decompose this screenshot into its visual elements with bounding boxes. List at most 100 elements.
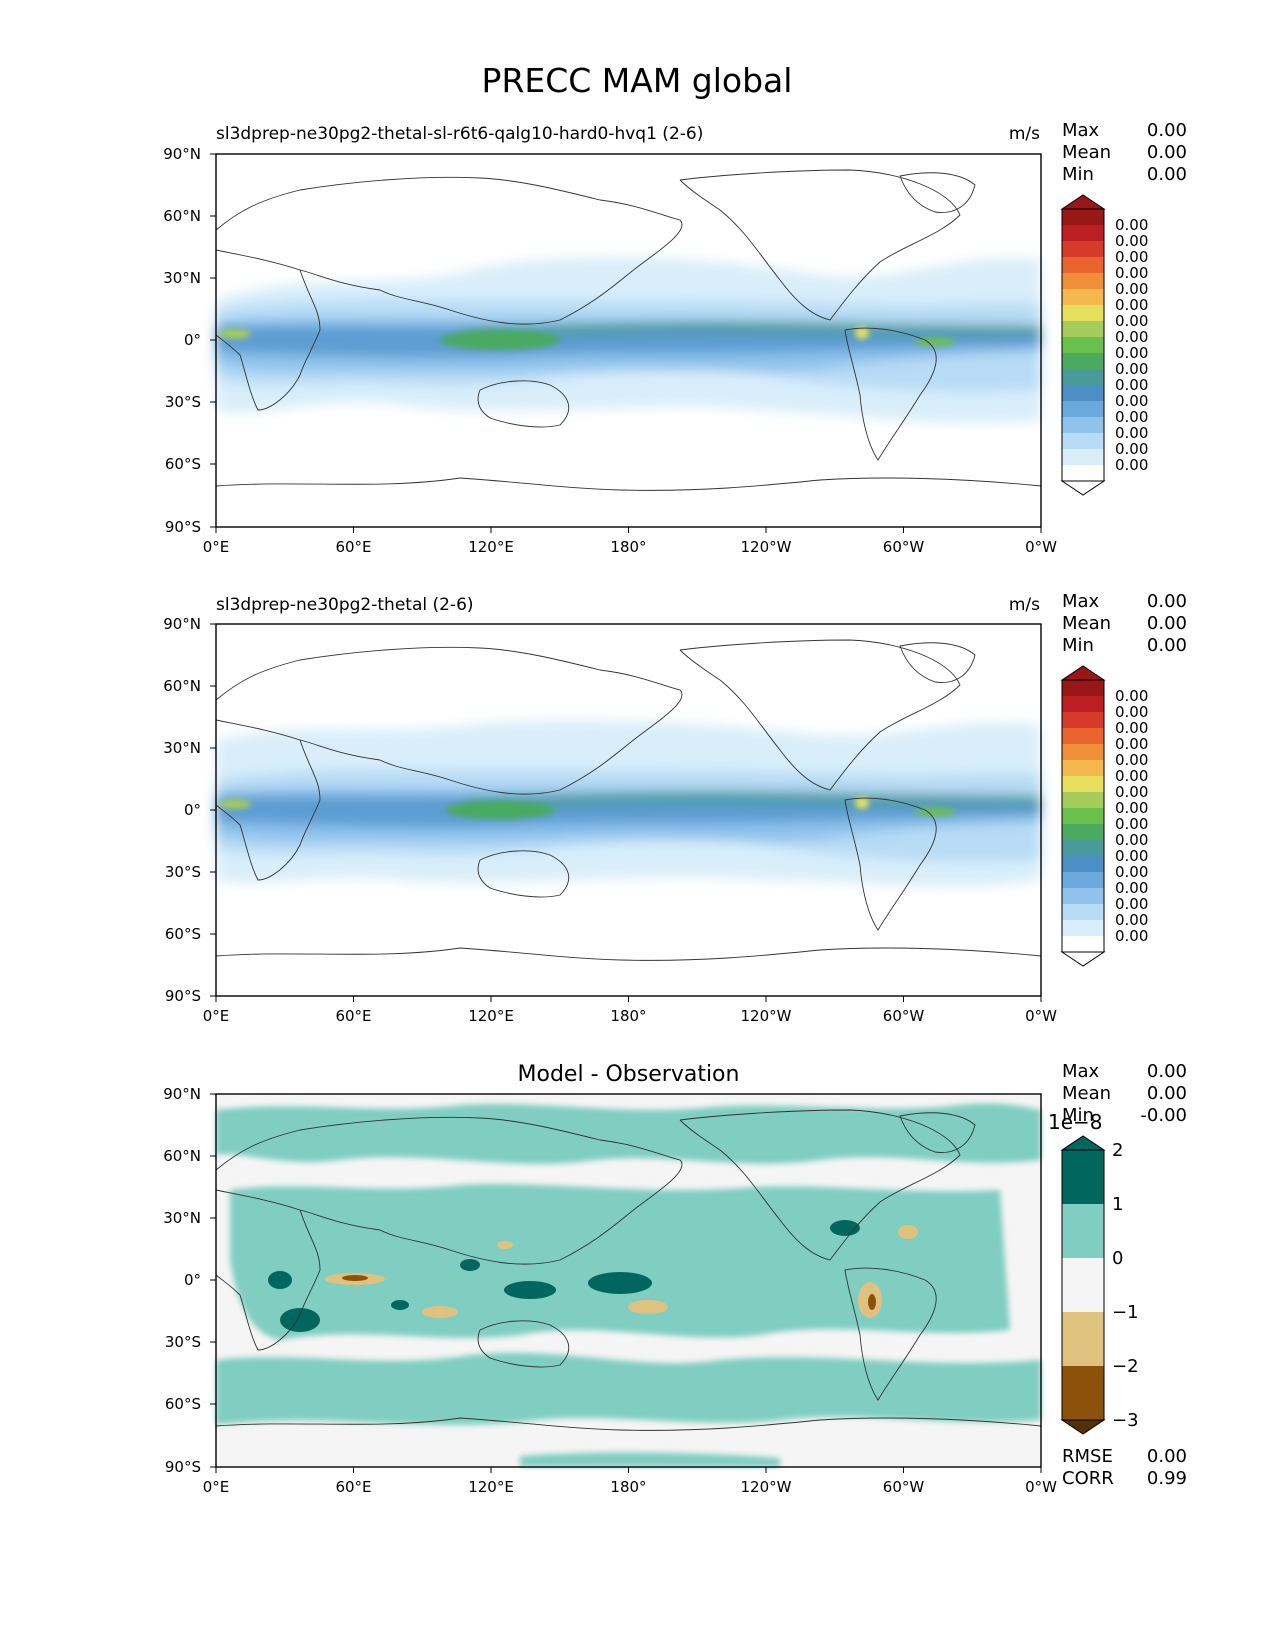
colorbar-swatch — [1062, 401, 1104, 417]
ytick-label: 90°S — [165, 987, 201, 1005]
colorbar-tick: 2 — [1112, 1140, 1123, 1161]
colorbar-tick: −3 — [1112, 1410, 1139, 1431]
diff-positive-blob — [280, 1308, 320, 1332]
colorbar-swatch — [1062, 808, 1104, 824]
colorbar-label: 0.00 — [1115, 248, 1148, 266]
panel-3-stat-value: 0.00 — [1147, 1061, 1187, 1082]
colorbar-swatch — [1062, 1258, 1104, 1312]
xtick-label: 120°W — [741, 538, 792, 556]
ytick-label: 60°N — [163, 207, 201, 225]
outline-north-america — [679, 639, 961, 791]
colorbar-label: 0.00 — [1115, 911, 1148, 929]
colorbar-top-arrow — [1060, 194, 1106, 210]
panel-2-title: sl3dprep-ne30pg2-thetal (2-6) — [216, 595, 474, 615]
field-itcz — [460, 322, 1041, 340]
outline-antarctica — [215, 1417, 1042, 1431]
colorbar-frame — [1061, 1149, 1105, 1421]
xtick-label: 0°E — [203, 1007, 230, 1025]
diff-positive-blob — [830, 1220, 860, 1236]
outline-africa — [215, 1189, 321, 1351]
diff-teal-antarctic — [520, 1452, 780, 1467]
colorbar-swatch — [1062, 904, 1104, 920]
xtick-label: 0°W — [1025, 1007, 1057, 1025]
peak-amazon — [915, 338, 955, 346]
panel-3-map — [215, 1093, 1042, 1468]
colorbar-label: 0.00 — [1115, 831, 1148, 849]
outline-north-america — [679, 169, 961, 321]
ytick-label: 90°N — [163, 1085, 201, 1103]
ytick-label: 60°S — [165, 925, 201, 943]
panel-2-units: m/s — [1009, 595, 1040, 615]
panel-3-stat-label: Mean — [1062, 1083, 1111, 1104]
metric-label: CORR — [1062, 1468, 1114, 1489]
xtick-label: 0°W — [1025, 538, 1057, 556]
colorbar-label: 0.00 — [1115, 440, 1148, 458]
panel-3-stat-value: -0.00 — [1140, 1105, 1187, 1126]
diff-negative-blob — [497, 1241, 513, 1249]
colorbar-label: 0.00 — [1115, 232, 1148, 250]
ytick-label: 60°S — [165, 455, 201, 473]
panel-2-yaxis: 90°N 60°N 30°N 0° 30°S 60°S 90°S — [163, 615, 216, 1005]
panel-1-xaxis: 0°E 60°E 120°E 180° 120°W 60°W 0°W — [203, 527, 1057, 556]
ytick-label: 90°N — [163, 615, 201, 633]
panel-1: sl3dprep-ne30pg2-thetal-sl-r6t6-qalg10-h… — [163, 120, 1187, 556]
colorbar-swatch — [1062, 241, 1104, 257]
colorbar-label: 0.00 — [1115, 767, 1148, 785]
colorbar-swatch — [1062, 353, 1104, 369]
peak-maritime — [445, 801, 555, 819]
colorbar-top-arrow — [1060, 665, 1106, 681]
diff-strong-positive — [268, 1220, 860, 1332]
colorbar-label: 0.00 — [1115, 376, 1148, 394]
outline-north-america — [679, 1109, 961, 1261]
colorbar-label: 0.00 — [1115, 216, 1148, 234]
colorbar-label: 0.00 — [1115, 392, 1148, 410]
colorbar-swatch — [1062, 1366, 1104, 1420]
panel-1-units: m/s — [1009, 124, 1040, 144]
xtick-label: 120°E — [468, 538, 514, 556]
xtick-label: 60°W — [883, 538, 925, 556]
panel-3-yaxis: 90°N 60°N 30°N 0° 30°S 60°S 90°S — [163, 1085, 216, 1476]
colorbar-swatch — [1062, 337, 1104, 353]
panel-2-stats: Max 0.00 Mean 0.00 Min 0.00 — [1062, 591, 1187, 656]
colorbar-swatch — [1062, 1312, 1104, 1366]
colorbar-swatch — [1062, 760, 1104, 776]
colorbar-swatch — [1062, 936, 1104, 952]
outline-australia — [477, 850, 570, 898]
colorbar-label: 0.00 — [1115, 895, 1148, 913]
diff-positive-blob — [504, 1281, 556, 1299]
colorbar-tick: 0 — [1112, 1248, 1123, 1269]
colorbar-frame — [1061, 208, 1105, 482]
outline-antarctica — [215, 947, 1042, 961]
ytick-label: 60°S — [165, 1395, 201, 1413]
xtick-label: 60°W — [883, 1478, 925, 1496]
outline-australia — [477, 380, 570, 428]
colorbar-label: 0.00 — [1115, 783, 1148, 801]
panel-1-stat-value: 0.00 — [1147, 164, 1187, 185]
panel-3-colorbar: 1e−8 2 1 0 −1 −2 −3 — [1048, 1110, 1139, 1435]
peak-colombia — [855, 797, 869, 809]
xtick-label: 0°E — [203, 1478, 230, 1496]
panel-1-stat-value: 0.00 — [1147, 120, 1187, 141]
xtick-label: 180° — [610, 1478, 646, 1496]
panel-2-map — [215, 623, 1042, 997]
colorbar-swatch — [1062, 888, 1104, 904]
outline-antarctica — [215, 477, 1042, 491]
colorbar-swatch — [1062, 712, 1104, 728]
outline-south-america — [844, 1267, 937, 1401]
colorbar-swatch — [1062, 273, 1104, 289]
colorbar-label: 0.00 — [1115, 847, 1148, 865]
continent-outlines — [215, 1109, 1042, 1431]
colorbar-swatch — [1062, 856, 1104, 872]
colorbar-exponent: 1e−8 — [1048, 1110, 1103, 1134]
precip-peaks — [219, 327, 955, 350]
panel-2-stat-label: Min — [1062, 635, 1094, 656]
diff-negative-blob — [422, 1306, 458, 1318]
panel-1-stat-label: Mean — [1062, 142, 1111, 163]
colorbar-swatch — [1062, 385, 1104, 401]
colorbar-label: 0.00 — [1115, 312, 1148, 330]
precip-field — [216, 720, 1041, 887]
colorbar-label: 0.00 — [1115, 687, 1148, 705]
colorbar-label: 0.00 — [1115, 751, 1148, 769]
colorbar-swatch — [1062, 792, 1104, 808]
